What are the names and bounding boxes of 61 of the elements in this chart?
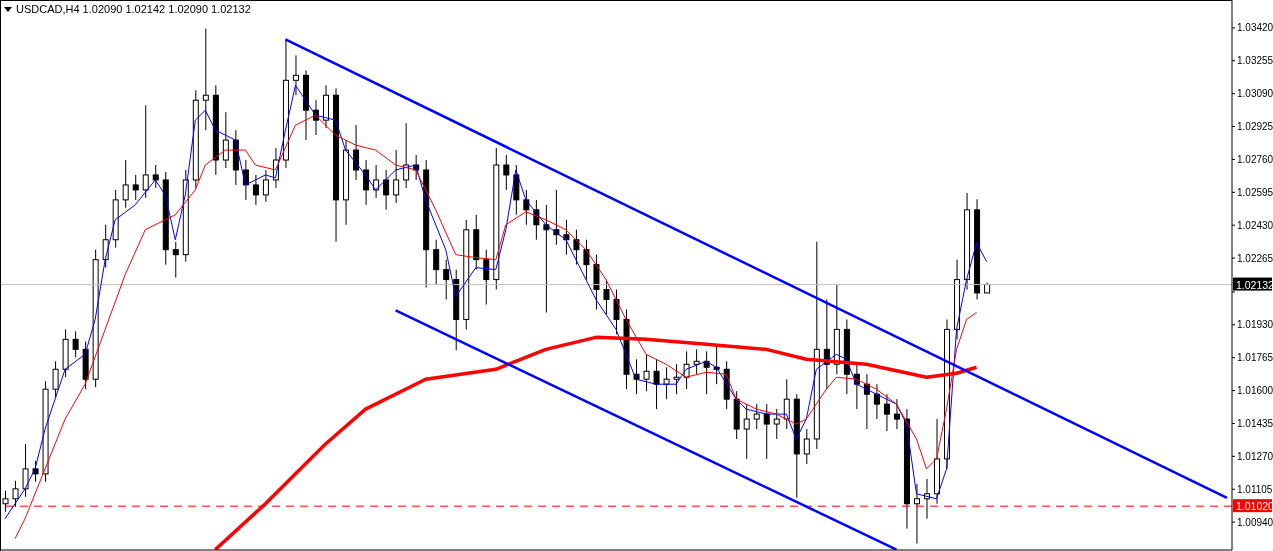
candlestick — [913, 483, 920, 545]
candlestick — [663, 366, 670, 400]
candlestick — [503, 154, 510, 191]
candlestick — [72, 330, 79, 358]
y-tick-label: 1.01930 — [1237, 319, 1273, 331]
candlestick — [443, 259, 450, 301]
candlestick — [873, 383, 880, 420]
candlestick — [403, 122, 410, 189]
candlestick — [583, 239, 590, 281]
candlestick — [353, 124, 360, 181]
candlestick — [433, 239, 440, 286]
y-tick-label: 1.03090 — [1237, 88, 1273, 100]
y-tick-label: 1.02430 — [1237, 219, 1273, 231]
candlestick — [483, 249, 490, 305]
candlestick — [743, 403, 750, 460]
y-tick-label: 1.01435 — [1237, 418, 1273, 430]
candlestick — [122, 159, 129, 209]
y-tick-label: 1.03420 — [1237, 22, 1273, 34]
candlestick — [202, 28, 209, 131]
candlestick — [523, 189, 530, 226]
ref-line-label: 1.02132 — [1236, 278, 1273, 291]
y-tick-label: 1.01270 — [1237, 450, 1273, 462]
y-tick-label: 1.01765 — [1237, 352, 1273, 364]
candlestick — [132, 174, 139, 201]
y-tick-label: 1.02595 — [1237, 186, 1273, 198]
candlestick — [693, 348, 700, 375]
candlestick — [753, 403, 760, 430]
candlestick — [773, 408, 780, 440]
candlestick — [883, 393, 890, 432]
candlestick — [803, 428, 810, 465]
y-tick-label: 1.03255 — [1237, 55, 1273, 67]
candlestick — [673, 363, 680, 395]
y-tick-label: 1.00940 — [1237, 516, 1273, 528]
candlestick — [563, 219, 570, 256]
y-tick-label: 1.01600 — [1237, 385, 1273, 397]
candlestick — [703, 350, 710, 395]
y-tick-label: 1.02925 — [1237, 121, 1273, 133]
y-tick-label: 1.01105 — [1237, 483, 1273, 495]
candlestick — [172, 241, 179, 279]
candlestick — [643, 353, 650, 392]
candlestick — [363, 159, 370, 206]
candlestick — [142, 104, 149, 199]
candlestick — [222, 111, 229, 169]
candlestick — [292, 54, 299, 96]
candlestick — [52, 360, 59, 398]
candlestick — [393, 149, 400, 204]
chart-title: USDCAD,H4 1.02090 1.02142 1.02090 1.02132 — [16, 3, 251, 15]
candlestick — [573, 229, 580, 266]
candlestick — [12, 480, 19, 508]
candlestick — [763, 403, 770, 460]
candlestick — [383, 169, 390, 211]
candlestick — [543, 204, 550, 313]
y-tick-label: 1.02760 — [1237, 153, 1273, 165]
candlestick — [22, 443, 29, 498]
candlestick — [262, 169, 269, 203]
candlestick — [613, 289, 620, 335]
candlestick — [252, 174, 259, 206]
candlestick — [893, 398, 900, 430]
candlestick — [653, 358, 660, 410]
y-tick-label: 1.02265 — [1237, 252, 1273, 264]
candlestick — [603, 279, 610, 315]
